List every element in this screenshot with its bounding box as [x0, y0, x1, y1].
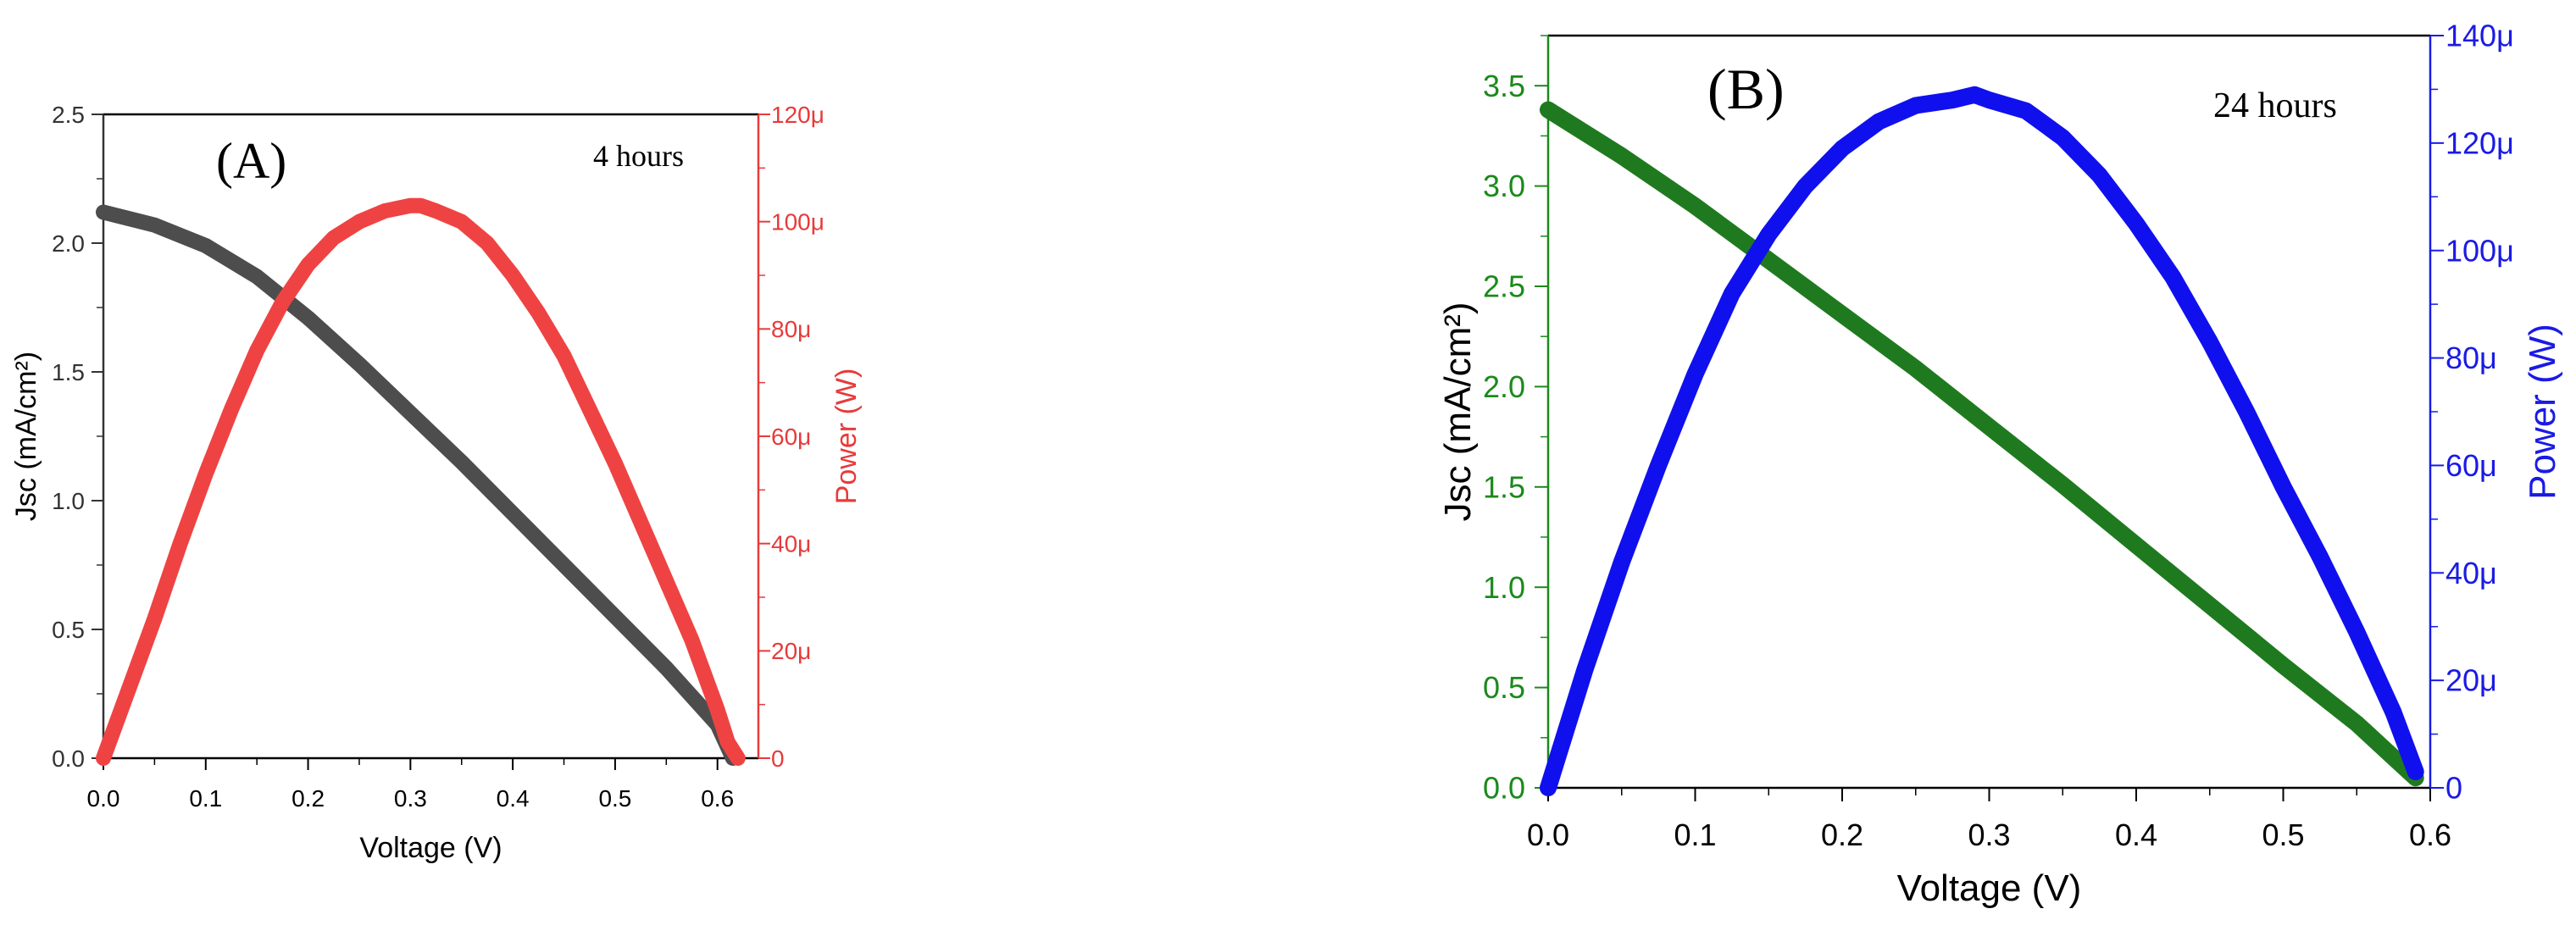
y-axis-right-label: Power (W) — [2522, 324, 2563, 500]
power-series-line — [96, 197, 746, 766]
x-axis-label: Voltage (V) — [359, 832, 502, 864]
x-tick-label: 0.5 — [598, 785, 631, 812]
chart-panel-a: 0.0 0.1 0.2 0.3 0.4 0.5 0.6 0.0 0.5 1.0 1.5 2.0 2.5 0… — [10, 102, 863, 864]
y-right-tick-label: 80μ — [2446, 341, 2497, 375]
y-right-tick-label: 20μ — [2446, 663, 2497, 698]
panel-label: (A) — [216, 133, 286, 189]
y-right-tick-label: 0 — [771, 745, 785, 772]
time-annotation: 4 hours — [593, 139, 684, 173]
y-right-tick-label: 120μ — [771, 102, 824, 128]
x-tick-label: 0.2 — [1821, 817, 1863, 852]
y-left-tick-label: 0.0 — [52, 745, 85, 772]
y-left-tick-label: 1.5 — [52, 359, 85, 385]
panel-label: (B) — [1707, 57, 1785, 121]
time-annotation: 24 hours — [2213, 86, 2337, 125]
x-tick-label: 0.1 — [189, 785, 222, 812]
y-left-tick-label: 2.5 — [52, 102, 85, 128]
y-left-tick-label: 3.0 — [1483, 169, 1525, 203]
y-left-tick-label: 1.5 — [1483, 469, 1525, 504]
y-axis-left-label: Jsc (mA/cm²) — [1437, 302, 1479, 521]
y-left-tick-label: 0.5 — [1483, 670, 1525, 705]
chart-panel-b: 0.0 0.1 0.2 0.3 0.4 0.5 0.6 0.0 0.5 1.0 1.5 2.0 2.5 3… — [1437, 19, 2563, 909]
y-axis-left-label: Jsc (mA/cm²) — [10, 352, 42, 521]
y-right-tick-label: 40μ — [771, 530, 811, 557]
y-left-tick-label: 0.5 — [52, 617, 85, 643]
x-tick-label: 0.4 — [2115, 817, 2157, 852]
x-tick-label: 0.3 — [394, 785, 427, 812]
y-left-tick-label: 1.0 — [1483, 570, 1525, 605]
y-right-tick-label: 0 — [2446, 771, 2462, 806]
jsc-series-line — [1540, 101, 2424, 787]
x-tick-label: 0.6 — [701, 785, 734, 812]
y-right-tick-label: 40μ — [2446, 556, 2497, 590]
jsc-series-line — [96, 204, 741, 766]
power-series-line — [1540, 86, 2424, 796]
x-axis-label: Voltage (V) — [1897, 867, 2082, 909]
x-tick-label: 0.6 — [2409, 817, 2451, 852]
x-tick-label: 0.1 — [1674, 817, 1716, 852]
y-right-tick-label: 100μ — [2446, 233, 2514, 268]
y-left-tick-label: 2.5 — [1483, 269, 1525, 304]
y-left-tick-label: 1.0 — [52, 488, 85, 514]
x-tick-label: 0.3 — [1968, 817, 2010, 852]
y-right-tick-label: 140μ — [2446, 19, 2514, 53]
y-left-tick-label: 3.5 — [1483, 69, 1525, 103]
y-left-tick-label: 2.0 — [52, 230, 85, 257]
y-left-tick-label: 0.0 — [1483, 771, 1525, 806]
y-right-tick-label: 60μ — [2446, 448, 2497, 483]
y-right-tick-label: 80μ — [771, 316, 811, 342]
x-tick-label: 0.2 — [291, 785, 325, 812]
x-tick-label: 0.5 — [2262, 817, 2304, 852]
x-tick-label: 0.4 — [497, 785, 530, 812]
y-right-tick-label: 100μ — [771, 208, 824, 235]
y-right-tick-label: 20μ — [771, 638, 811, 664]
y-left-tick-label: 2.0 — [1483, 369, 1525, 404]
x-tick-label: 0.0 — [1527, 817, 1569, 852]
y-axis-right-label: Power (W) — [830, 369, 863, 505]
y-right-tick-label: 60μ — [771, 424, 811, 450]
y-right-tick-label: 120μ — [2446, 125, 2514, 160]
x-tick-label: 0.0 — [87, 785, 120, 812]
